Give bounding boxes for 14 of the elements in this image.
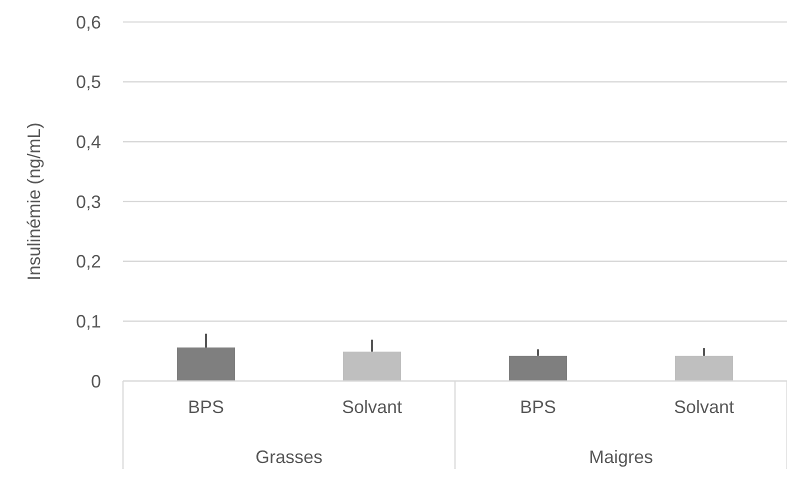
x-tick-label: BPS [188, 397, 224, 417]
y-tick-label: 0,1 [76, 311, 101, 332]
y-tick-label: 0,4 [76, 132, 101, 152]
x-tick-label: Solvant [342, 397, 402, 417]
x-tick-label: BPS [520, 397, 556, 417]
text: Maigres [588, 447, 654, 467]
y-axis-title: Insulinémie (ng/mL) [24, 122, 44, 281]
y-tick-label: 0,5 [76, 72, 101, 92]
text: Grasses [255, 447, 323, 467]
x-tick-label: Solvant [674, 397, 734, 417]
y-tick-label: 0,6 [76, 12, 101, 32]
y-tick-label: 0 [90, 371, 101, 392]
y-tick-label: 0,2 [76, 252, 101, 272]
y-tick-label: 0,3 [76, 192, 101, 212]
